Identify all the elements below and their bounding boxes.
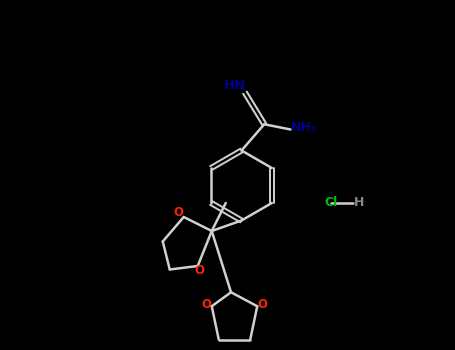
Text: O: O [258, 298, 268, 311]
Text: H: H [354, 196, 364, 210]
Text: Cl: Cl [324, 196, 337, 210]
Text: O: O [194, 264, 204, 278]
Text: O: O [202, 298, 212, 311]
Text: O: O [173, 206, 183, 219]
Text: HN: HN [224, 78, 246, 92]
Text: NH₂: NH₂ [291, 121, 317, 134]
